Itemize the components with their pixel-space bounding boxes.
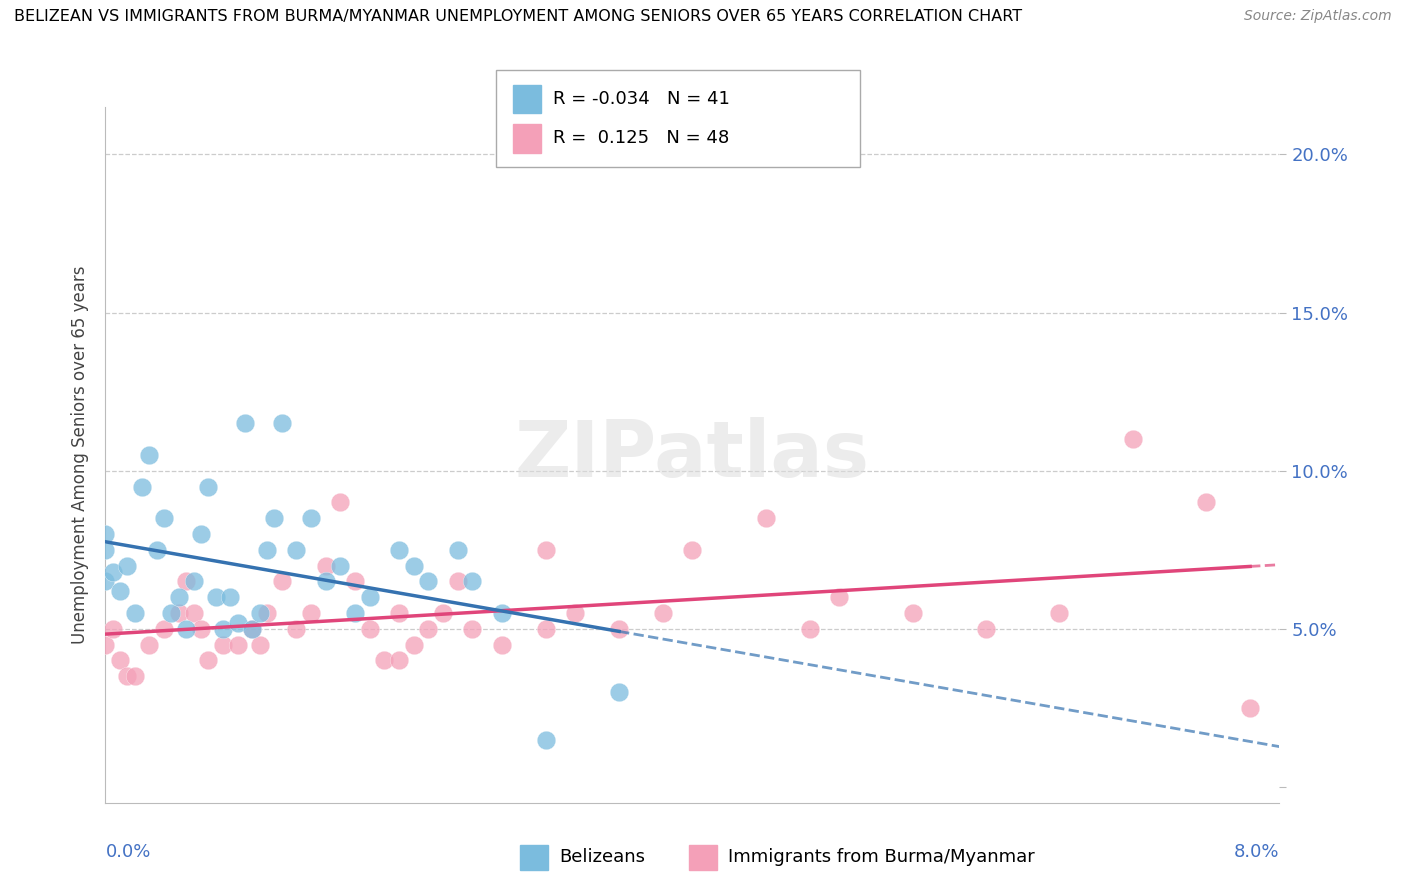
Point xyxy=(359,622,381,636)
Point xyxy=(183,574,205,589)
Point xyxy=(117,669,139,683)
Point xyxy=(682,542,704,557)
Point xyxy=(418,622,440,636)
Point xyxy=(402,558,425,573)
Point xyxy=(167,606,190,620)
Text: 0.0%: 0.0% xyxy=(105,843,150,861)
Point xyxy=(138,448,160,462)
Point xyxy=(564,606,586,620)
Point xyxy=(270,417,292,431)
Text: 8.0%: 8.0% xyxy=(1234,843,1279,861)
Point xyxy=(461,622,484,636)
Point xyxy=(174,622,197,636)
Point xyxy=(373,653,395,667)
Point xyxy=(974,622,997,636)
Point xyxy=(101,565,124,579)
Point xyxy=(285,622,308,636)
Point xyxy=(388,653,411,667)
Point xyxy=(755,511,778,525)
Point xyxy=(329,558,352,573)
Point xyxy=(828,591,851,605)
Point xyxy=(219,591,242,605)
Point xyxy=(1195,495,1218,509)
Point xyxy=(160,606,183,620)
Point xyxy=(153,511,176,525)
Point xyxy=(124,606,146,620)
Point xyxy=(299,606,322,620)
Point xyxy=(534,622,557,636)
Point xyxy=(240,622,263,636)
Point xyxy=(197,653,219,667)
Point xyxy=(226,615,249,630)
Point xyxy=(124,669,146,683)
Point xyxy=(799,622,821,636)
Text: ZIPatlas: ZIPatlas xyxy=(515,417,870,493)
Point xyxy=(652,606,675,620)
Text: Source: ZipAtlas.com: Source: ZipAtlas.com xyxy=(1244,9,1392,23)
Point xyxy=(101,622,124,636)
Point xyxy=(343,606,366,620)
Point xyxy=(212,638,235,652)
Point xyxy=(249,638,271,652)
Text: Belizeans: Belizeans xyxy=(560,848,645,866)
Point xyxy=(131,479,153,493)
Point xyxy=(534,542,557,557)
Point xyxy=(388,606,411,620)
Point xyxy=(461,574,484,589)
Point xyxy=(226,638,249,652)
Point xyxy=(388,542,411,557)
Point xyxy=(167,591,190,605)
Point xyxy=(249,606,271,620)
Point xyxy=(174,574,197,589)
Point xyxy=(432,606,454,620)
Point xyxy=(256,606,278,620)
Point xyxy=(402,638,425,652)
Text: R =  0.125   N = 48: R = 0.125 N = 48 xyxy=(553,129,728,147)
Point xyxy=(607,685,630,699)
Point xyxy=(534,732,557,747)
Point xyxy=(270,574,292,589)
Y-axis label: Unemployment Among Seniors over 65 years: Unemployment Among Seniors over 65 years xyxy=(72,266,90,644)
Point xyxy=(491,638,513,652)
Point xyxy=(299,511,322,525)
Point xyxy=(447,574,470,589)
Point xyxy=(183,606,205,620)
Point xyxy=(117,558,139,573)
Point xyxy=(146,542,169,557)
Point xyxy=(315,574,337,589)
Point xyxy=(256,542,278,557)
Point xyxy=(263,511,285,525)
Point xyxy=(285,542,308,557)
Point xyxy=(359,591,381,605)
Point xyxy=(197,479,219,493)
Point xyxy=(190,527,212,541)
Point xyxy=(212,622,235,636)
Point xyxy=(1239,701,1261,715)
Text: BELIZEAN VS IMMIGRANTS FROM BURMA/MYANMAR UNEMPLOYMENT AMONG SENIORS OVER 65 YEA: BELIZEAN VS IMMIGRANTS FROM BURMA/MYANMA… xyxy=(14,9,1022,24)
Point xyxy=(447,542,470,557)
Point xyxy=(108,653,131,667)
Point xyxy=(138,638,160,652)
Point xyxy=(1122,432,1144,446)
Point xyxy=(190,622,212,636)
Point xyxy=(94,527,117,541)
Point xyxy=(233,417,256,431)
Point xyxy=(901,606,924,620)
Point xyxy=(240,622,263,636)
Point xyxy=(94,574,117,589)
Text: Immigrants from Burma/Myanmar: Immigrants from Burma/Myanmar xyxy=(728,848,1035,866)
Point xyxy=(204,591,226,605)
Point xyxy=(343,574,366,589)
Point xyxy=(153,622,176,636)
Point xyxy=(315,558,337,573)
Point xyxy=(329,495,352,509)
Point xyxy=(418,574,440,589)
Point xyxy=(607,622,630,636)
Point xyxy=(94,542,117,557)
Point xyxy=(1047,606,1070,620)
Point xyxy=(491,606,513,620)
Point xyxy=(94,638,117,652)
Point xyxy=(108,583,131,598)
Text: R = -0.034   N = 41: R = -0.034 N = 41 xyxy=(553,90,730,108)
